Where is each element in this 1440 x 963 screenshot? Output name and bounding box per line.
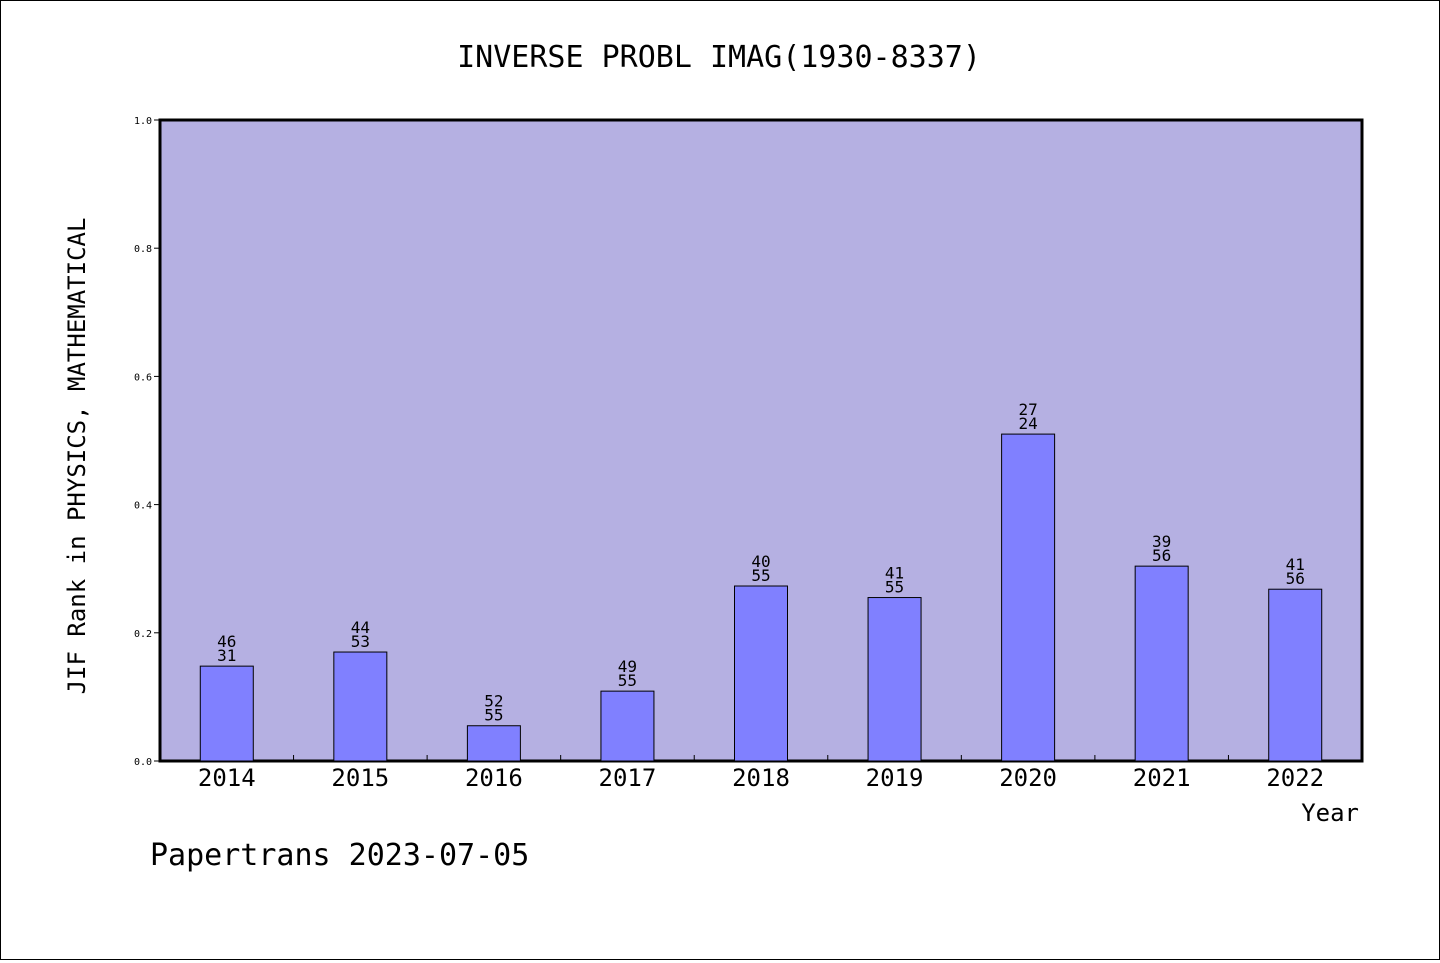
x-tick-label: 2021 — [1133, 764, 1191, 792]
bar-label-rank: 40 — [751, 552, 770, 571]
y-tick-label: 0.4 — [134, 501, 152, 512]
y-tick-label: 0.2 — [134, 629, 152, 640]
y-tick-label: 0.8 — [134, 244, 152, 255]
y-axis: 0.0 0.2 0.4 0.6 0.8 1.0 — [134, 116, 160, 768]
bar-label-rank: 27 — [1018, 400, 1037, 419]
bar-label-rank: 49 — [618, 657, 637, 676]
bar — [867, 597, 922, 762]
bar — [734, 585, 788, 762]
x-axis: 2014 2015 2016 2017 2018 2019 2020 2021 2022 — [198, 755, 1324, 792]
bar — [333, 651, 388, 762]
bar-label-rank: 41 — [885, 564, 904, 583]
x-tick-label: 2020 — [999, 764, 1057, 792]
y-axis-label: JIF Rank in PHYSICS, MATHEMATICAL — [63, 218, 91, 695]
chart-title: INVERSE PROBL IMAG(1930-8337) — [457, 40, 981, 75]
bar-label-total: 55 — [484, 706, 503, 725]
bar-label-total: 55 — [751, 566, 770, 585]
bar-label-rank: 39 — [1152, 532, 1171, 551]
x-tick-label: 2018 — [732, 764, 790, 792]
bar-label-total: 55 — [618, 671, 637, 690]
bar — [466, 725, 521, 762]
bar-label-total: 56 — [1286, 569, 1305, 588]
bar — [1134, 565, 1189, 762]
bar-label-total: 55 — [885, 578, 904, 597]
bar — [1268, 588, 1323, 762]
bar-label-total: 53 — [351, 632, 370, 651]
x-tick-label: 2014 — [198, 764, 256, 792]
bar-label-rank: 52 — [484, 692, 503, 711]
x-tick-label: 2015 — [331, 764, 389, 792]
bar-label-rank: 46 — [217, 632, 236, 651]
x-tick-label: 2019 — [866, 764, 924, 792]
bar-label-total: 24 — [1018, 414, 1037, 433]
x-tick-label: 2017 — [599, 764, 657, 792]
bar-label-rank: 44 — [351, 618, 370, 637]
bar — [1001, 433, 1056, 762]
y-tick-label: 0.0 — [134, 757, 152, 768]
bars — [199, 433, 1323, 762]
bar — [199, 665, 254, 762]
x-tick-label: 2016 — [465, 764, 523, 792]
y-tick-label: 0.6 — [134, 372, 152, 383]
x-tick-label: 2022 — [1266, 764, 1324, 792]
bar-label-total: 31 — [217, 646, 236, 665]
bar — [600, 690, 655, 762]
bar-label-rank: 41 — [1286, 555, 1305, 574]
x-axis-label: Year — [1301, 799, 1359, 827]
y-tick-label: 1.0 — [134, 116, 152, 127]
bar-label-total: 56 — [1152, 546, 1171, 565]
footer-credit: Papertrans 2023-07-05 — [150, 838, 529, 873]
